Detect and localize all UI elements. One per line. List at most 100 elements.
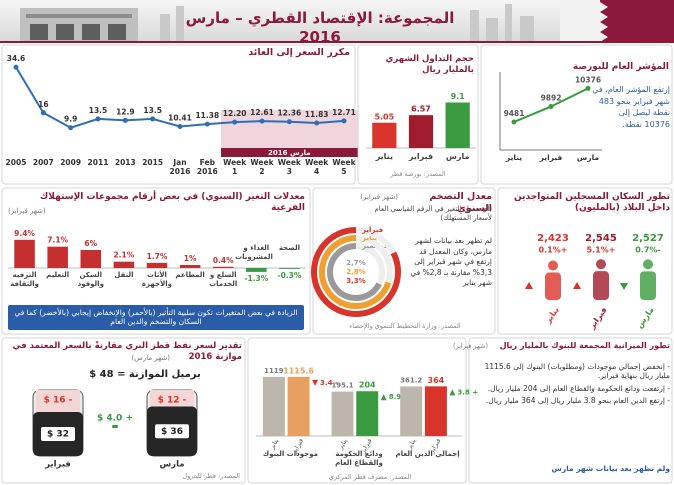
text: إرتفع المؤشر العام، في شهر فبراير بنحو 4… — [592, 85, 670, 129]
gap-label: $ 16 - — [44, 396, 73, 406]
bar — [287, 376, 310, 436]
x-tick-label: فبراير — [408, 152, 434, 161]
value-label: 13.5 — [89, 106, 108, 115]
value-label: 2,423 — [537, 233, 569, 244]
title: تقدير لسعر نفط قطر البري مقارنةً بالسعر … — [12, 341, 242, 362]
point — [585, 85, 591, 91]
x-tick-label: الغذاء و المشروبات — [235, 244, 273, 261]
value-label: 364 — [428, 376, 445, 385]
value-label: 2.1% — [113, 251, 134, 260]
note: الزيادة في بعض المتغيرات تكون سلبية التأ… — [8, 305, 304, 330]
bar — [356, 391, 379, 436]
value-label: 12.71 — [332, 108, 356, 117]
point — [286, 119, 292, 125]
subtitle: (شهر فبراير) — [360, 193, 398, 201]
x-tick-label: فبراير — [44, 460, 71, 470]
ring — [327, 243, 382, 301]
bar — [246, 268, 267, 272]
value-label: 12.9 — [116, 107, 135, 116]
change-marker — [312, 379, 319, 386]
value-label: 1115.6 — [283, 366, 314, 375]
point — [150, 116, 156, 122]
title: معدلات التغير (السنوي) في بعض أرقام مجمو… — [40, 192, 305, 214]
bar — [400, 386, 423, 436]
x-tick-label: Jan 2016 — [169, 158, 191, 177]
building — [20, 8, 138, 42]
value-label: 5.05 — [374, 112, 394, 121]
value-label: 9892 — [541, 94, 562, 103]
value-label: -0.3% — [277, 271, 301, 280]
value-label: 10376 — [575, 75, 601, 84]
value-label: 361.2 — [400, 376, 422, 384]
value-label: 9.9 — [64, 115, 77, 124]
value-label: 12.61 — [250, 108, 274, 117]
value-label: 6% — [84, 239, 97, 248]
value-label: 1.7% — [147, 252, 168, 261]
x-tick-label: التعليم — [46, 271, 70, 279]
point — [259, 118, 265, 124]
value-label: 9.4% — [14, 229, 35, 238]
description: (أي معدل التغير في الرقم القياسي العام ل… — [374, 205, 492, 222]
value-label: 13.5 — [143, 106, 162, 115]
point — [13, 64, 19, 70]
bar — [408, 115, 434, 148]
point — [122, 117, 128, 123]
value-box — [41, 427, 75, 441]
value-label: 10.41 — [168, 113, 192, 122]
figure-body — [545, 272, 561, 300]
x-tick-label: Week 2 — [250, 158, 274, 177]
title: معدل التضخم السنوي — [429, 191, 492, 214]
subtitle: (شهر فبراير) — [8, 207, 46, 215]
bar — [113, 261, 135, 268]
x-tick-label: 2009 — [60, 158, 82, 167]
x-tick-label: 2007 — [32, 158, 54, 167]
note: ولم تظهر بعد بيانات شهر مارس — [551, 464, 670, 473]
points: - إنخفض إجمالي موجودات (ومطلوبات) البنوك… — [476, 362, 670, 409]
value-label: $ 32 — [47, 430, 69, 440]
change-marker — [573, 282, 581, 289]
bar — [262, 376, 285, 436]
x-tick-label: ودائع الحكومة والقطاع العام — [335, 450, 383, 467]
bar — [372, 122, 397, 148]
x-tick-label: يناير — [375, 152, 393, 161]
x-tick-label: الترفيه والثقافة — [10, 271, 39, 288]
value-label: $ 36 — [161, 427, 183, 437]
point — [232, 119, 238, 125]
point — [95, 116, 101, 122]
change-bar — [112, 425, 118, 428]
point — [204, 121, 210, 127]
value-label: 7.1% — [47, 236, 68, 245]
change-label: 3.8 + — [457, 388, 478, 396]
bar — [14, 239, 35, 268]
value-label: -1.3% — [244, 274, 268, 283]
figure-head — [548, 260, 558, 271]
title: المؤشر العام للبورصة — [572, 62, 669, 72]
flag — [560, 0, 674, 42]
bar — [146, 262, 168, 268]
value-label: 3,3% — [346, 277, 365, 285]
value-label: 9.1 — [451, 92, 466, 101]
source: المصدر: قطر للبترول — [182, 472, 240, 480]
legend-label: يناير — [361, 234, 377, 242]
barrel-gap — [36, 390, 80, 412]
point — [68, 125, 74, 131]
x-tick-label: يناير — [505, 153, 523, 162]
value-label: 11.38 — [195, 111, 219, 120]
title: تطور الميزانية المجمعة للبنوك بالمليار ر… — [499, 341, 670, 350]
value-label: 11.83 — [305, 110, 329, 119]
bar — [424, 386, 447, 436]
bar — [279, 268, 300, 269]
x-tick-label: النقل — [114, 271, 134, 279]
bar — [331, 391, 354, 436]
value-box — [155, 424, 189, 439]
value-label: 12.36 — [277, 109, 301, 118]
x-tick-label: 2005 — [5, 158, 27, 167]
x-tick-label: إجمالي الدين العام — [395, 450, 460, 458]
change-label: 3.4 - — [320, 379, 338, 387]
x-tick-label: 2011 — [87, 158, 109, 167]
change-marker — [380, 394, 387, 401]
title: تطور السكان المسجلين المتواجدين داخل الب… — [514, 192, 670, 214]
bar — [212, 266, 234, 268]
value-label: 1119 — [264, 367, 284, 375]
